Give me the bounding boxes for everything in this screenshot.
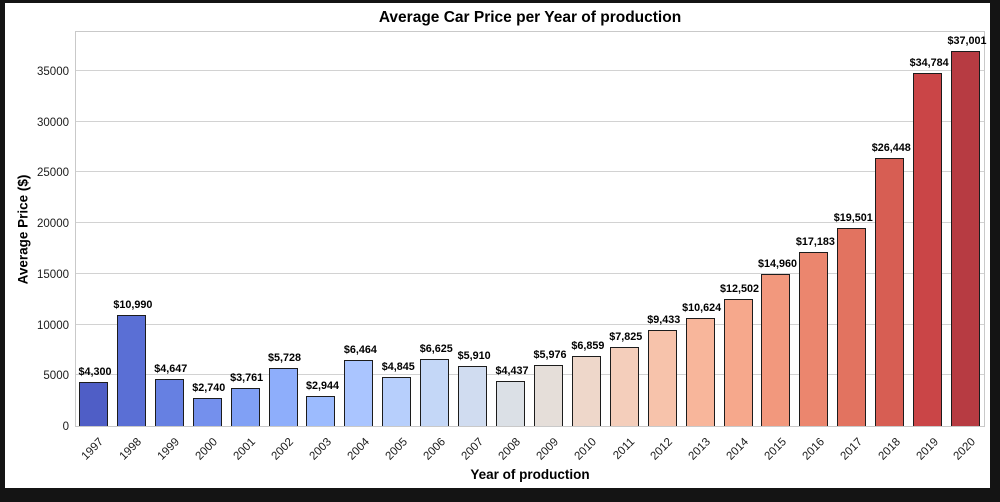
bar-value-label-2000: $2,740 [192,382,226,395]
bar-2002 [268,367,298,426]
x-tick-label-2007: 2007 [459,436,486,463]
bar-value-label-2019: $34,784 [909,57,949,70]
y-axis-title: Average Price ($) [15,174,31,285]
bar-value-label-1997: $4,300 [78,366,112,379]
x-tick-label-2001: 2001 [231,436,259,463]
bar-value-label-2001: $3,761 [230,371,264,384]
x-tick-label-2019: 2019 [914,436,941,463]
gridline [76,374,984,376]
bar-2008 [496,381,526,426]
bar-2016 [799,251,829,426]
x-tick-label-2012: 2012 [648,436,676,463]
bar-value-label-2005: $4,845 [381,360,415,373]
bar-2017 [837,228,867,426]
bar-value-label-2018: $26,448 [871,141,911,154]
x-tick-label-2009: 2009 [534,436,562,463]
bar-value-label-2008: $4,437 [495,365,529,378]
bar-value-label-2011: $7,825 [609,330,643,343]
bar-value-label-2017: $19,501 [833,212,873,225]
y-tick-label-0: 0 [62,421,69,433]
bar-value-label-2003: $2,944 [305,380,339,393]
y-tick-label-30000: 30000 [37,116,69,129]
bar-2020 [951,50,981,426]
bar-value-label-2004: $6,464 [343,344,377,357]
gridline [76,222,984,224]
bar-value-label-2009: $5,976 [533,349,567,362]
bar-value-label-2013: $10,624 [682,302,722,315]
bar-2010 [571,356,601,426]
gridline [76,120,984,122]
x-tick-label-2014: 2014 [724,436,752,463]
bar-2006 [420,358,450,426]
figure-canvas: Average Car Price per Year of production… [5,3,990,488]
bar-2001 [230,387,260,426]
bar-2004 [344,360,374,426]
y-tick-label-5000: 5000 [43,370,69,383]
x-tick-label-2004: 2004 [345,436,372,463]
bar-2003 [306,396,336,426]
bar-value-label-2012: $9,433 [647,314,681,327]
bar-2019 [913,73,943,426]
x-tick-label-1998: 1998 [117,436,145,463]
x-tick-label-2008: 2008 [496,436,524,463]
bar-value-label-2002: $5,728 [268,351,302,364]
bar-2015 [761,274,791,426]
bar-1997 [78,382,108,426]
bar-value-label-2016: $17,183 [795,235,835,248]
bar-value-label-2007: $5,910 [457,350,491,363]
x-tick-label-1999: 1999 [155,436,183,463]
x-tick-label-2011: 2011 [611,436,638,462]
x-tick-label-2017: 2017 [838,436,865,463]
y-tick-label-15000: 15000 [37,268,69,281]
bar-value-label-1998: $10,990 [113,298,153,311]
x-tick-label-2005: 2005 [383,436,410,463]
bar-1999 [154,378,184,426]
bar-2005 [382,376,412,426]
chart-title: Average Car Price per Year of production [378,9,682,26]
x-tick-label-1997: 1997 [79,436,107,463]
y-tick-label-10000: 10000 [37,319,69,332]
bar-2012 [647,330,677,426]
y-tick-label-25000: 25000 [37,167,69,180]
gridline [76,323,984,325]
gridline [76,272,984,274]
gridline [76,171,984,173]
x-tick-label-2013: 2013 [686,436,714,463]
bar-value-label-2014: $12,502 [720,283,760,296]
x-tick-label-2002: 2002 [269,436,297,463]
gridline [76,70,984,72]
x-tick-label-2006: 2006 [421,436,448,463]
x-tick-label-2000: 2000 [193,436,221,463]
x-tick-label-2018: 2018 [876,436,903,463]
plot-area: $4,300 $10,990 $4,647 $2,740 $3,761 $5,728 $2,… [75,31,987,427]
bar-2011 [609,346,639,426]
x-tick-label-2003: 2003 [307,436,334,463]
x-tick-label-2020: 2020 [951,436,979,463]
bar-value-label-2020: $37,001 [947,34,987,47]
x-tick-label-2016: 2016 [800,436,827,463]
bar-2009 [533,365,563,426]
bar-2013 [685,318,715,426]
x-tick-label-2015: 2015 [762,436,789,463]
y-tick-label-35000: 35000 [37,66,69,79]
bar-2014 [723,299,753,426]
bar-value-label-2010: $6,859 [571,340,605,353]
bar-2018 [875,157,905,426]
bar-value-label-2015: $14,960 [757,258,797,271]
bar-1998 [116,314,146,426]
bar-2007 [458,366,488,426]
x-axis-title: Year of production [470,467,590,482]
y-tick-label-20000: 20000 [37,218,69,231]
bar-2000 [192,398,222,426]
bar-value-label-1999: $4,647 [154,362,188,375]
x-tick-label-2010: 2010 [572,436,600,463]
bar-value-label-2006: $6,625 [419,342,453,355]
